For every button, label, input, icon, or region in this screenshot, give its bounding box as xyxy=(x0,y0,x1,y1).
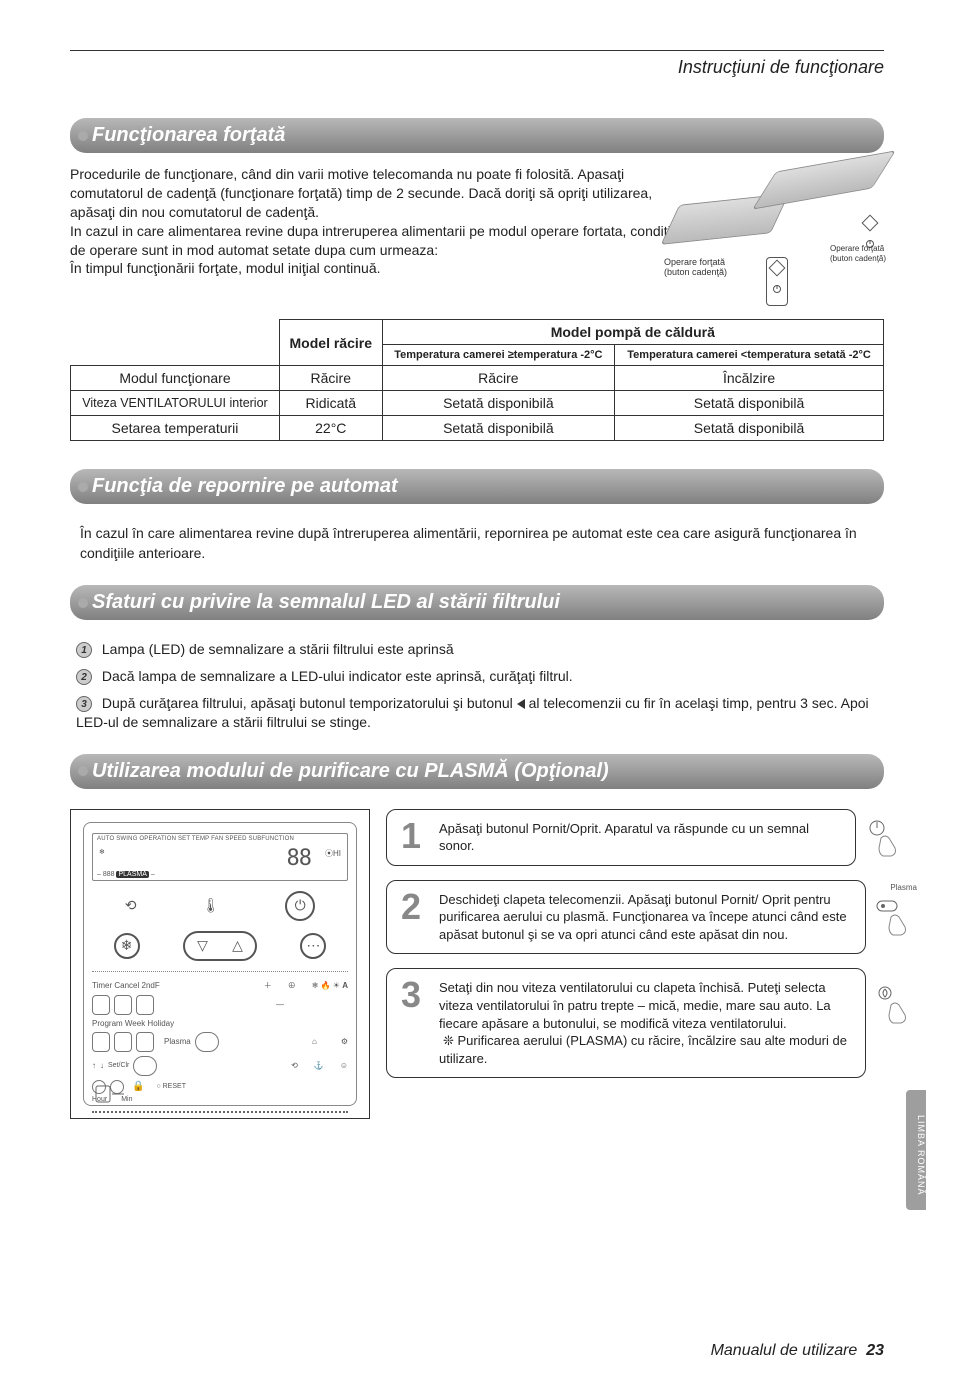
page-header: Instrucţiuni de funcţionare xyxy=(70,57,884,78)
step-3-text: Setaţi din nou viteza ventilatorului cu … xyxy=(439,979,851,1067)
section4-title: Utilizarea modului de purificare cu PLAS… xyxy=(70,754,884,789)
timer-button xyxy=(92,995,110,1015)
ac-figure: Operare forţată (buton cadenţă) Operare … xyxy=(664,161,894,321)
remote-lcd: AUTO SWING OPERATION SET TEMP FAN SPEED … xyxy=(92,833,348,881)
step-1: 1 Apăsaţi butonul Pornit/Oprit. Aparatul… xyxy=(386,809,856,866)
mode-button: ❄ xyxy=(114,933,140,959)
hand-fan-icon xyxy=(871,985,915,1029)
section3-title: Sfaturi cu privire la semnalul LED al st… xyxy=(70,585,884,620)
footer: Manualul de utilizare 23 xyxy=(711,1342,884,1360)
spec-table: Model răcire Model pompă de căldură Temp… xyxy=(70,319,884,441)
power-icon xyxy=(772,284,782,294)
diamond-icon xyxy=(769,260,786,277)
step-3: 3 Setaţi din nou viteza ventilatorului c… xyxy=(386,968,866,1078)
step-2-num: 2 xyxy=(401,891,429,944)
fig-label-2: Operare forţată (buton cadenţă) xyxy=(830,244,886,263)
section1-paragraph: Procedurile de funcţionare, când din var… xyxy=(70,165,690,278)
hand-power-icon xyxy=(861,818,905,862)
power-button: ⏻ xyxy=(285,891,315,921)
num-2-icon: 2 xyxy=(76,669,92,685)
th-sub1: Temperatura camerei ≥temperatura -2°C xyxy=(382,345,615,366)
table-row: Viteza VENTILATORULUI interior Ridicată … xyxy=(71,391,884,416)
triangle-left-icon xyxy=(517,699,525,709)
remote-main-buttons: ⟲ 🌡 ⏻ xyxy=(92,891,348,921)
fan-button: ⋯ xyxy=(300,933,326,959)
step-3-num: 3 xyxy=(401,979,429,1067)
cancel-button xyxy=(114,995,132,1015)
steps-column: 1 Apăsaţi butonul Pornit/Oprit. Aparatul… xyxy=(386,809,866,1092)
footer-page-num: 23 xyxy=(866,1342,884,1359)
table-row: Modul funcţionare Răcire Răcire Încălzir… xyxy=(71,366,884,391)
footer-text: Manualul de utilizare xyxy=(711,1342,858,1359)
setclr-button xyxy=(133,1056,157,1076)
section2-text: În cazul în care alimentarea revine după… xyxy=(80,524,884,563)
plasma-label: Plasma xyxy=(890,883,917,892)
remote-handle-icon xyxy=(94,1084,128,1104)
plasma-button xyxy=(195,1032,219,1052)
th-sub2: Temperatura camerei <temperatura setată … xyxy=(615,345,884,366)
program-button xyxy=(92,1032,110,1052)
section2-title: Funcţia de repornire pe automat xyxy=(70,469,884,504)
secondf-button xyxy=(136,995,154,1015)
hand-plasma-icon xyxy=(871,897,915,941)
list-item-2: 2 Dacă lampa de semnalizare a LED-ului i… xyxy=(76,667,884,686)
list-item-1: 1 Lampa (LED) de semnalizare a stării fi… xyxy=(76,640,884,659)
lcd-digits: 88 xyxy=(287,846,312,871)
plasma-row: AUTO SWING OPERATION SET TEMP FAN SPEED … xyxy=(70,809,884,1119)
fig-label-1: Operare forţată (buton cadenţă) xyxy=(664,257,727,277)
th-model-racire: Model răcire xyxy=(279,320,382,366)
temp-arrows: ▽△ xyxy=(183,931,257,961)
step-2: 2 Deschideţi clapeta telecomenzii. Apăsa… xyxy=(386,880,866,955)
header-rule xyxy=(70,50,884,51)
diamond-icon-2 xyxy=(862,215,879,232)
th-pompa: Model pompă de căldură xyxy=(382,320,883,345)
num-3-icon: 3 xyxy=(76,696,92,712)
section1-title: Funcţionarea forţată xyxy=(70,118,884,153)
language-tab: LIMBA ROMÂNĂ xyxy=(906,1090,926,1210)
holiday-button xyxy=(136,1032,154,1052)
step-1-num: 1 xyxy=(401,820,429,855)
step-2-text: Deschideţi clapeta telecomenzii. Apăsaţi… xyxy=(439,891,851,944)
table-row: Setarea temperaturii 22°C Setată disponi… xyxy=(71,416,884,441)
section1-block: Procedurile de funcţionare, când din var… xyxy=(70,165,884,305)
remote-illustration: AUTO SWING OPERATION SET TEMP FAN SPEED … xyxy=(70,809,370,1119)
week-button xyxy=(114,1032,132,1052)
step-1-text: Apăsaţi butonul Pornit/Oprit. Aparatul v… xyxy=(439,820,841,855)
list-item-3: 3 După curăţarea filtrului, apăsaţi buto… xyxy=(76,694,884,732)
num-1-icon: 1 xyxy=(76,642,92,658)
